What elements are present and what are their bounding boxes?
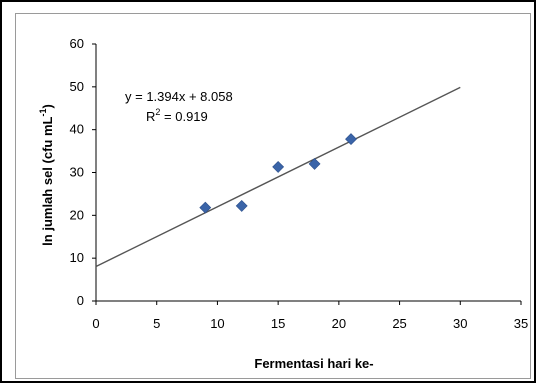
- x-tick-label: 20: [332, 316, 346, 331]
- trendline-group: [95, 86, 461, 268]
- r-squared-prefix: R: [146, 109, 155, 124]
- trendline-equation: y = 1.394x + 8.058: [125, 89, 233, 104]
- axes: [92, 43, 522, 305]
- y-tick-label: 10: [70, 250, 84, 265]
- data-point: [272, 161, 285, 173]
- y-axis-title-close: ): [40, 104, 55, 108]
- data-points: [199, 133, 357, 214]
- x-tick-label: 15: [271, 316, 285, 331]
- x-tick-label: 5: [153, 316, 160, 331]
- data-point: [199, 201, 212, 214]
- r-squared-value: = 0.919: [160, 109, 207, 124]
- x-axis-title: Fermentasi hari ke-: [254, 356, 373, 371]
- r-squared-superscript: 2: [155, 107, 160, 117]
- r-squared-label: R2 = 0.919: [146, 107, 208, 124]
- y-axis-title-superscript: -1: [38, 109, 48, 117]
- chart-area-border: [15, 13, 531, 379]
- x-tick-label: 25: [392, 316, 406, 331]
- tick-labels: 0 10 20 30 40 50 60 0 5 10 15 20 25 30 35: [70, 36, 529, 331]
- y-tick-label: 50: [70, 79, 84, 94]
- y-tick-label: 20: [70, 207, 84, 222]
- y-tick-label: 60: [70, 36, 84, 51]
- y-tick-label: 40: [70, 122, 84, 137]
- x-tick-label: 30: [453, 316, 467, 331]
- x-tick-label: 0: [92, 316, 99, 331]
- trendline: [95, 86, 461, 268]
- y-axis-title-main: ln jumlah sel (cfu mL: [40, 116, 55, 245]
- y-tick-label: 30: [70, 165, 84, 180]
- data-point: [235, 199, 248, 212]
- y-axis-title: ln jumlah sel (cfu mL-1): [38, 104, 55, 246]
- data-point: [308, 158, 321, 170]
- data-point: [345, 133, 357, 146]
- x-tick-label: 10: [210, 316, 224, 331]
- y-tick-label: 0: [77, 293, 84, 308]
- x-tick-label: 35: [514, 316, 528, 331]
